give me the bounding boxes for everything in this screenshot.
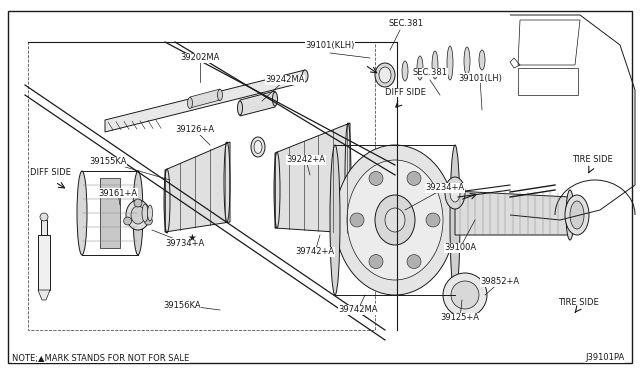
Polygon shape — [275, 123, 350, 233]
Text: 39202MA: 39202MA — [180, 54, 220, 62]
Ellipse shape — [426, 213, 440, 227]
Text: NOTE;▲MARK STANDS FOR NOT FOR SALE: NOTE;▲MARK STANDS FOR NOT FOR SALE — [12, 353, 189, 362]
Ellipse shape — [464, 47, 470, 75]
Ellipse shape — [450, 184, 460, 202]
Polygon shape — [41, 220, 47, 235]
Ellipse shape — [451, 281, 479, 309]
Polygon shape — [190, 89, 220, 108]
Ellipse shape — [330, 145, 340, 295]
Ellipse shape — [335, 145, 455, 295]
Ellipse shape — [147, 205, 152, 221]
Ellipse shape — [350, 213, 364, 227]
Ellipse shape — [566, 190, 574, 240]
Ellipse shape — [432, 51, 438, 79]
Ellipse shape — [251, 137, 265, 157]
Polygon shape — [165, 142, 230, 232]
Text: 39234+A: 39234+A — [426, 183, 465, 192]
Ellipse shape — [126, 200, 150, 230]
Polygon shape — [38, 235, 50, 290]
Text: 39100A: 39100A — [444, 244, 476, 253]
Text: J39101PA: J39101PA — [586, 353, 625, 362]
Ellipse shape — [40, 213, 48, 221]
Text: SEC.381: SEC.381 — [413, 68, 447, 77]
Text: TIRE SIDE: TIRE SIDE — [572, 155, 612, 164]
Text: 39852+A: 39852+A — [481, 278, 520, 286]
Ellipse shape — [407, 254, 421, 269]
Ellipse shape — [347, 160, 443, 280]
Text: 39125+A: 39125+A — [440, 314, 479, 323]
Polygon shape — [100, 178, 120, 248]
Text: 39156KA: 39156KA — [163, 301, 201, 310]
Ellipse shape — [385, 208, 405, 232]
Ellipse shape — [443, 273, 487, 317]
Polygon shape — [105, 70, 305, 132]
Ellipse shape — [254, 141, 262, 154]
Ellipse shape — [124, 217, 132, 225]
Text: 39742+A: 39742+A — [296, 247, 335, 257]
Ellipse shape — [145, 217, 152, 225]
Ellipse shape — [218, 90, 223, 100]
Text: 39126+A: 39126+A — [175, 125, 214, 135]
Ellipse shape — [417, 56, 423, 80]
Ellipse shape — [133, 171, 143, 255]
Text: 39155KA: 39155KA — [89, 157, 127, 167]
Ellipse shape — [445, 177, 465, 209]
Ellipse shape — [565, 195, 589, 235]
Ellipse shape — [273, 92, 278, 106]
Ellipse shape — [375, 195, 415, 245]
Text: ★: ★ — [188, 233, 196, 243]
Ellipse shape — [237, 101, 243, 115]
Text: 39742MA: 39742MA — [339, 305, 378, 314]
Text: 39101(KLH): 39101(KLH) — [305, 41, 355, 50]
Ellipse shape — [402, 61, 408, 81]
Ellipse shape — [369, 171, 383, 185]
Text: 39242MA: 39242MA — [266, 76, 305, 84]
Ellipse shape — [134, 199, 142, 207]
Ellipse shape — [142, 204, 148, 222]
Text: SEC.381: SEC.381 — [388, 19, 424, 28]
Ellipse shape — [407, 171, 421, 185]
Text: TIRE SIDE: TIRE SIDE — [557, 298, 598, 307]
Text: 39101(LH): 39101(LH) — [458, 74, 502, 83]
Ellipse shape — [302, 70, 308, 82]
Ellipse shape — [77, 171, 87, 255]
Ellipse shape — [375, 63, 395, 87]
Text: DIFF SIDE: DIFF SIDE — [29, 168, 70, 177]
Ellipse shape — [450, 145, 460, 295]
Ellipse shape — [447, 46, 453, 80]
Text: 39734+A: 39734+A — [165, 238, 205, 247]
Text: DIFF SIDE: DIFF SIDE — [385, 88, 426, 97]
Polygon shape — [38, 290, 50, 300]
Text: 39161+A: 39161+A — [99, 189, 138, 198]
Text: 39242+A: 39242+A — [287, 155, 326, 164]
Ellipse shape — [131, 206, 145, 224]
Polygon shape — [455, 191, 570, 235]
Ellipse shape — [570, 201, 584, 229]
Ellipse shape — [369, 254, 383, 269]
Ellipse shape — [188, 97, 193, 109]
Polygon shape — [240, 91, 275, 116]
Ellipse shape — [379, 67, 391, 83]
Ellipse shape — [479, 50, 485, 70]
